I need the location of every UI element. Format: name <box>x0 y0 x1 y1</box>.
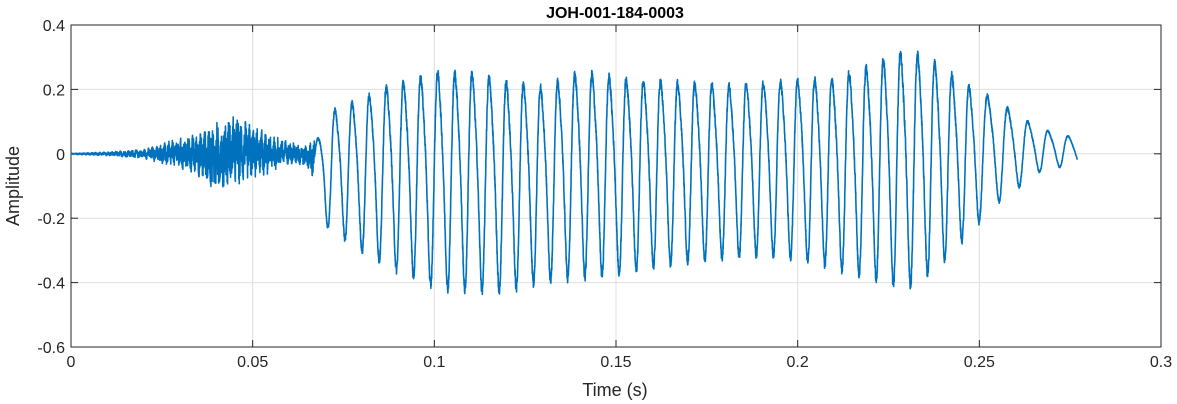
y-axis-label: Amplitude <box>3 146 23 226</box>
y-tick-label: 0 <box>56 147 65 164</box>
y-tick-label: -0.6 <box>37 340 65 357</box>
x-tick-label: 0.25 <box>964 354 995 371</box>
x-tick-label: 0 <box>67 354 76 371</box>
y-tick-label: -0.2 <box>37 211 65 228</box>
x-tick-label: 0.15 <box>600 354 631 371</box>
y-axis-ticks: -0.6 -0.4 -0.2 0 0.2 0.4 <box>37 18 1161 357</box>
x-axis-label: Time (s) <box>582 380 647 400</box>
waveform-series-line <box>70 50 1079 296</box>
y-tick-label: -0.4 <box>37 276 65 293</box>
x-tick-label: 0.3 <box>1150 354 1172 371</box>
chart-title: JOH-001-184-0003 <box>546 5 684 22</box>
series-layer <box>70 50 1079 296</box>
y-tick-label: 0.2 <box>43 82 65 99</box>
x-tick-label: 0.1 <box>423 354 445 371</box>
x-axis-ticks: 0 0.05 0.1 0.15 0.2 0.25 0.3 <box>67 25 1172 371</box>
x-tick-label: 0.2 <box>787 354 809 371</box>
y-tick-label: 0.4 <box>43 18 65 35</box>
x-tick-label: 0.05 <box>237 354 268 371</box>
